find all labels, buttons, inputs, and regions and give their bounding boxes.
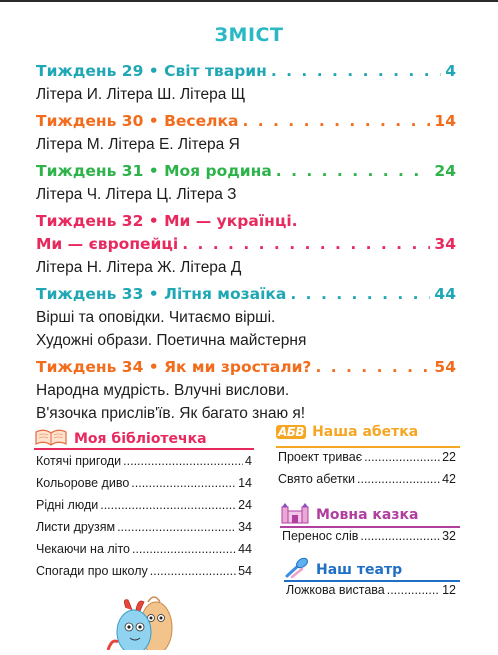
toc-week-34[interactable]: Тиждень 34 • Як ми зростали? 54 (36, 356, 456, 379)
tale-title: Мовна казка (316, 507, 419, 523)
week-page: 24 (434, 162, 456, 180)
page-title: ЗМІСТ (214, 24, 284, 46)
item-page: 42 (442, 472, 456, 486)
week-details: Вірші та оповідки. Читаємо вірші. (36, 309, 276, 326)
week-title-continued: Ми — європейці (36, 235, 179, 253)
spoon-puppet-icon (284, 557, 310, 583)
dot-leader (117, 516, 236, 538)
library-item[interactable]: Рідні люди 24 (36, 494, 252, 516)
library-title: Моя бібліотечка (74, 431, 207, 447)
week-page: 54 (434, 358, 456, 376)
item-label: Кольорове диво (36, 476, 130, 490)
week-page: 4 (445, 62, 456, 80)
library-item[interactable]: Кольорове диво 14 (36, 472, 252, 494)
library-list: Котячі пригоди 4 Кольорове диво 14 Рідні л… (36, 450, 252, 582)
library-underline (34, 448, 254, 450)
week-details: Літера Ч. Літера Ц. Літера З (36, 186, 237, 203)
abc-blocks-icon: АБВ (276, 425, 307, 439)
alphabet-title: Наша абетка (312, 424, 419, 440)
week-details: Літера Н. Літера Ж. Літера Д (36, 259, 242, 276)
item-page: 14 (238, 476, 252, 490)
week-title: Тиждень 31 • Моя родина (36, 162, 272, 180)
dot-leader (100, 494, 236, 516)
theatre-heading: Наш театр (284, 557, 402, 583)
dot-leader (131, 472, 236, 494)
theatre-title: Наш театр (316, 562, 403, 578)
toc-week-30[interactable]: Тиждень 30 • Веселка 14 (36, 110, 456, 133)
dot-leader (290, 283, 430, 306)
toc-week-32-line1[interactable]: Тиждень 32 • Ми — українці. (36, 210, 456, 233)
week-details: Літера М. Літера Е. Літера Я (36, 136, 240, 153)
tale-list: Перенос слів 32 (282, 525, 456, 547)
theatre-underline (284, 580, 460, 582)
item-label: Спогади про школу (36, 564, 148, 578)
library-heading: Моя бібліотечка (34, 426, 207, 452)
library-item[interactable]: Спогади про школу 54 (36, 560, 252, 582)
week-title: Тиждень 33 • Літня мозаїка (36, 285, 287, 303)
item-page: 32 (442, 529, 456, 543)
dot-leader (315, 356, 430, 379)
library-item[interactable]: Листи друзям 34 (36, 516, 252, 538)
item-label: Чекаючи на літо (36, 542, 130, 556)
library-item[interactable]: Чекаючи на літо 44 (36, 538, 252, 560)
week-title: Тиждень 30 • Веселка (36, 112, 239, 130)
week-details: Художні образи. Поетична майстерня (36, 332, 307, 349)
week-details: В'язочка прислів'їв. Як багато знаю я! (36, 405, 306, 422)
alphabet-list: Проект триває 22 Свято абетки 42 (278, 446, 456, 490)
dot-leader (150, 560, 236, 582)
dot-leader (271, 60, 441, 83)
tale-heading: Мовна казка (280, 502, 418, 528)
alphabet-item[interactable]: Проект триває 22 (278, 446, 456, 468)
item-page: 54 (238, 564, 252, 578)
library-item[interactable]: Котячі пригоди 4 (36, 450, 252, 472)
dot-leader (276, 160, 431, 183)
top-rule (0, 0, 498, 2)
item-label: Проект триває (278, 450, 363, 464)
dot-leader (182, 233, 430, 256)
castle-icon (280, 502, 310, 528)
tale-item[interactable]: Перенос слів 32 (282, 525, 456, 547)
dot-leader (364, 446, 440, 468)
item-page: 34 (238, 520, 252, 534)
item-label: Перенос слів (282, 529, 359, 543)
open-book-icon (34, 426, 68, 452)
dot-leader (357, 468, 440, 490)
table-of-contents: Тиждень 29 • Світ тварин 4 Літера И. Літ… (36, 60, 456, 425)
dot-leader (387, 579, 440, 601)
dot-leader (123, 450, 243, 472)
toc-week-32-line2[interactable]: Ми — європейці 34 (36, 233, 456, 256)
item-label: Листи друзям (36, 520, 116, 534)
alphabet-item[interactable]: Свято абетки 42 (278, 468, 456, 490)
week-title: Тиждень 32 • Ми — українці. (36, 212, 298, 230)
week-title: Тиждень 34 • Як ми зростали? (36, 358, 312, 376)
mascot-characters-illustration (98, 580, 188, 655)
dot-leader (132, 538, 236, 560)
toc-week-29[interactable]: Тиждень 29 • Світ тварин 4 (36, 60, 456, 83)
theatre-item[interactable]: Ложкова вистава 12 (286, 579, 456, 601)
week-page: 44 (434, 285, 456, 303)
week-page: 34 (434, 235, 456, 253)
item-label: Котячі пригоди (36, 454, 122, 468)
item-page: 44 (238, 542, 252, 556)
week-title: Тиждень 29 • Світ тварин (36, 62, 267, 80)
week-details: Літера И. Літера Ш. Літера Щ (36, 86, 246, 103)
item-label: Свято абетки (278, 472, 355, 486)
week-page: 14 (434, 112, 456, 130)
dot-leader (242, 110, 430, 133)
item-page: 24 (238, 498, 252, 512)
toc-week-31[interactable]: Тиждень 31 • Моя родина 24 (36, 160, 456, 183)
item-label: Рідні люди (36, 498, 99, 512)
week-details: Народна мудрість. Влучні вислови. (36, 382, 290, 399)
alphabet-heading: АБВ Наша абетка (276, 424, 418, 440)
theatre-list: Ложкова вистава 12 (286, 579, 456, 601)
item-page: 12 (442, 583, 456, 597)
item-page: 4 (245, 454, 252, 468)
item-label: Ложкова вистава (286, 583, 385, 597)
toc-week-33[interactable]: Тиждень 33 • Літня мозаїка 44 (36, 283, 456, 306)
dot-leader (360, 525, 440, 547)
item-page: 22 (442, 450, 456, 464)
